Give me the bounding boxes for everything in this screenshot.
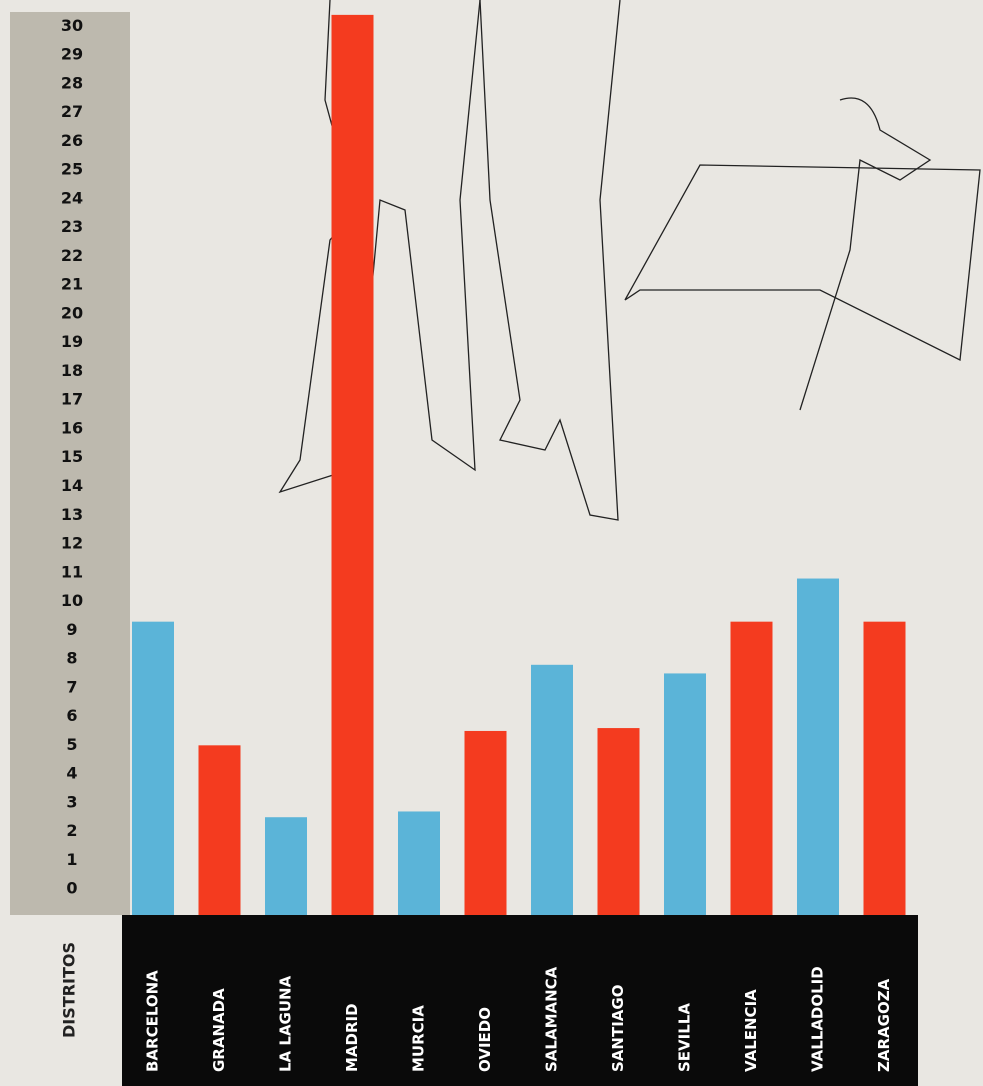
y-tick-label: 18 bbox=[61, 361, 83, 380]
x-tick-label: VALENCIA bbox=[742, 989, 760, 1072]
y-tick-label: 2 bbox=[66, 821, 77, 840]
y-tick-label: 28 bbox=[61, 73, 83, 92]
x-tick-label: OVIEDO bbox=[476, 1007, 494, 1072]
y-tick-label: 6 bbox=[66, 706, 77, 725]
y-tick-label: 12 bbox=[61, 534, 83, 553]
y-tick-label: 27 bbox=[61, 102, 83, 121]
bar bbox=[864, 622, 906, 915]
y-tick-label: 25 bbox=[61, 160, 83, 179]
bar bbox=[465, 731, 507, 915]
y-tick-label: 4 bbox=[66, 764, 77, 783]
y-tick-label: 23 bbox=[61, 217, 83, 236]
y-tick-label: 30 bbox=[61, 16, 83, 35]
y-tick-label: 8 bbox=[66, 649, 77, 668]
bar bbox=[531, 665, 573, 915]
bar bbox=[398, 811, 440, 915]
y-tick-label: 10 bbox=[61, 591, 83, 610]
y-tick-label: 5 bbox=[66, 735, 77, 754]
bar bbox=[598, 728, 640, 915]
y-tick-label: 19 bbox=[61, 332, 83, 351]
x-tick-label: SALAMANCA bbox=[543, 966, 561, 1072]
y-tick-label: 22 bbox=[61, 246, 83, 265]
y-tick-label: 24 bbox=[61, 188, 83, 207]
x-tick-label: SEVILLA bbox=[676, 1003, 694, 1072]
y-tick-label: 21 bbox=[61, 275, 83, 294]
y-tick-label: 26 bbox=[61, 131, 83, 150]
bar bbox=[132, 622, 174, 915]
x-tick-label: VALLADOLID bbox=[809, 966, 827, 1072]
x-tick-label: MADRID bbox=[343, 1003, 361, 1072]
y-tick-label: 20 bbox=[61, 303, 83, 322]
bar bbox=[797, 579, 839, 915]
bar bbox=[731, 622, 773, 915]
x-tick-label: LA LAGUNA bbox=[277, 975, 295, 1072]
y-tick-label: 13 bbox=[61, 505, 83, 524]
bar bbox=[332, 15, 374, 915]
y-tick-label: 7 bbox=[66, 677, 77, 696]
x-tick-label: GRANADA bbox=[210, 988, 228, 1072]
y-tick-label: 16 bbox=[61, 418, 83, 437]
axis-label: DISTRITOS bbox=[60, 942, 79, 1038]
y-tick-label: 29 bbox=[61, 45, 83, 64]
bar bbox=[265, 817, 307, 915]
bar bbox=[664, 673, 706, 915]
x-tick-label: SANTIAGO bbox=[609, 985, 627, 1072]
page: DISTRITOS 012345678910111213141516171819… bbox=[0, 0, 983, 1086]
label-strip bbox=[122, 915, 918, 1086]
y-tick-label: 11 bbox=[61, 562, 83, 581]
x-tick-label: BARCELONA bbox=[144, 970, 162, 1072]
y-tick-label: 15 bbox=[61, 447, 83, 466]
bar bbox=[199, 745, 241, 915]
y-tick-label: 14 bbox=[61, 476, 83, 495]
chart: DISTRITOS 012345678910111213141516171819… bbox=[0, 0, 983, 1086]
y-tick-label: 0 bbox=[66, 879, 77, 898]
y-tick-label: 9 bbox=[66, 620, 77, 639]
x-tick-label: MURCIA bbox=[410, 1005, 428, 1072]
y-tick-label: 3 bbox=[66, 792, 77, 811]
y-tick-label: 1 bbox=[66, 850, 77, 869]
y-tick-label: 17 bbox=[61, 390, 83, 409]
x-tick-label: ZARAGOZA bbox=[875, 978, 893, 1072]
